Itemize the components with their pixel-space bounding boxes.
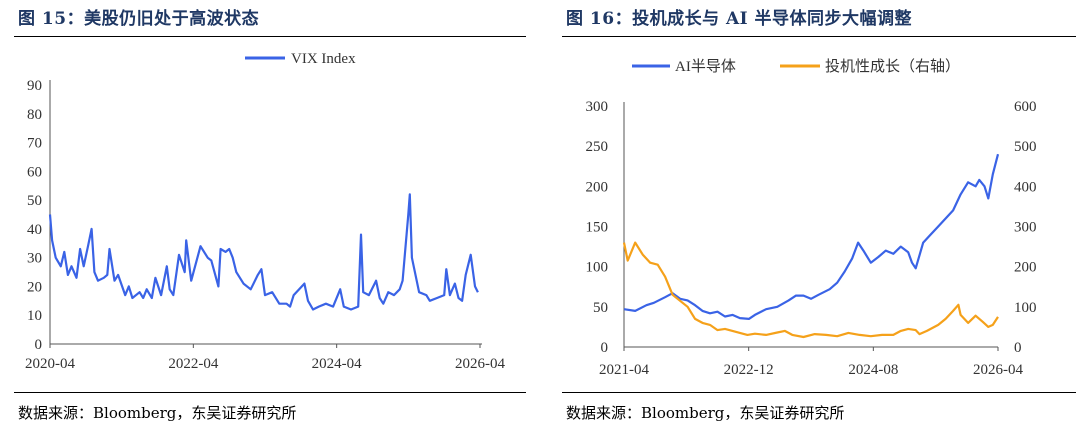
- x-tick-label-2026-04: 2026-04: [455, 356, 505, 372]
- y-right-tick-label-300: 300: [1014, 220, 1037, 236]
- figure-16-title-rule: [562, 36, 1076, 37]
- figure-16-title: 图 16：投机成长与 AI 半导体同步大幅调整: [566, 9, 913, 29]
- ai-semi-vs-growth-chart: 0 50 100 150 200 250 300 0 100 200 300 400 500 600 202…: [586, 58, 1037, 378]
- figure-16-source: 数据来源：Bloomberg，东吴证券研究所: [566, 404, 845, 422]
- y-left-tick-label-50: 50: [593, 300, 608, 316]
- x-tick-label-2024-08: 2024-08: [848, 362, 898, 378]
- y-tick-label-90: 90: [27, 78, 42, 94]
- series-vix-line: [48, 193, 479, 311]
- vix-line-chart: 0 10 20 30 40 50 60 70 80 90 2020-04 2022-04 2024-04…: [25, 51, 505, 372]
- figure-15: 图 15：美股仍旧处于高波状态 0 10 20 30 40 50 60 70 80 90 2020-…: [0, 0, 530, 428]
- x-tick-label-2022-04: 2022-04: [168, 356, 218, 372]
- x-tick-label-2020-04: 2020-04: [25, 356, 75, 372]
- y-tick-label-10: 10: [27, 308, 42, 324]
- y-right-tick-label-100: 100: [1014, 300, 1037, 316]
- figure-15-title: 图 15：美股仍旧处于高波状态: [18, 9, 260, 29]
- y-left-tick-label-200: 200: [586, 179, 609, 195]
- x-tick-label-2026-04: 2026-04: [973, 362, 1023, 378]
- x-tick-label-2022-12: 2022-12: [724, 362, 774, 378]
- y-right-tick-label-500: 500: [1014, 139, 1037, 155]
- series-spec-growth-line: [622, 241, 999, 339]
- x-tick-label-2021-04: 2021-04: [599, 362, 649, 378]
- figure-16-source-rule: [562, 392, 1076, 393]
- y-right-tick-label-200: 200: [1014, 260, 1037, 276]
- y-tick-label-20: 20: [27, 279, 42, 295]
- y-right-tick-label-400: 400: [1014, 179, 1037, 195]
- y-tick-label-40: 40: [27, 222, 42, 238]
- legend-label-spec-growth: 投机性成长（右轴）: [825, 58, 960, 75]
- figure-16: 图 16：投机成长与 AI 半导体同步大幅调整 0 50 100 150 200 250 3…: [548, 0, 1080, 428]
- y-left-tick-label-150: 150: [586, 220, 609, 236]
- legend-label-vix: VIX Index: [291, 51, 356, 67]
- y-right-tick-label-0: 0: [1014, 340, 1022, 356]
- figure-15-source-rule: [14, 392, 526, 393]
- series-ai-semi-line: [623, 153, 1000, 320]
- y-tick-label-60: 60: [27, 164, 42, 180]
- y-tick-label-70: 70: [27, 136, 42, 152]
- y-left-tick-label-0: 0: [601, 340, 609, 356]
- x-tick-label-2024-04: 2024-04: [312, 356, 362, 372]
- y-tick-label-0: 0: [35, 337, 43, 353]
- y-left-tick-label-250: 250: [586, 139, 609, 155]
- figure-15-source: 数据来源：Bloomberg，东吴证券研究所: [18, 404, 297, 422]
- legend-label-ai-semi: AI半导体: [675, 58, 736, 75]
- figure-15-title-rule: [14, 36, 526, 37]
- y-tick-label-80: 80: [27, 107, 42, 123]
- y-right-tick-label-600: 600: [1014, 99, 1037, 115]
- y-left-tick-label-100: 100: [586, 260, 609, 276]
- y-left-tick-label-300: 300: [586, 99, 609, 115]
- y-tick-label-30: 30: [27, 251, 42, 267]
- y-tick-label-50: 50: [27, 193, 42, 209]
